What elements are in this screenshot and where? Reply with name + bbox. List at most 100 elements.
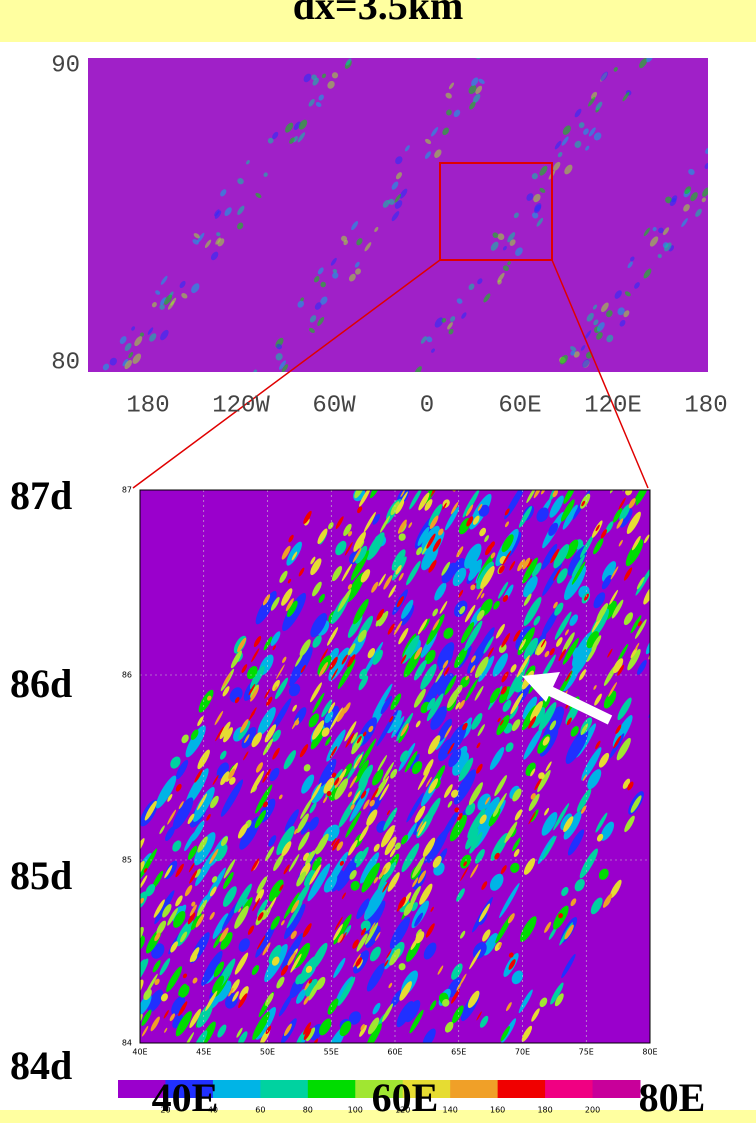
streak	[718, 147, 728, 159]
streak	[350, 550, 370, 581]
streak	[321, 727, 330, 737]
streak	[331, 72, 339, 79]
streak	[290, 930, 297, 940]
streak	[553, 601, 558, 609]
streak	[132, 353, 142, 364]
streak	[423, 759, 434, 776]
streak	[296, 988, 307, 1004]
streak	[444, 725, 452, 739]
streak	[448, 328, 454, 335]
streak	[140, 926, 144, 946]
streak	[646, 58, 654, 63]
zoom-map	[139, 489, 651, 1044]
streak	[373, 843, 380, 852]
streak	[327, 998, 339, 1015]
streak	[364, 881, 388, 921]
streak	[152, 960, 161, 973]
streak	[462, 490, 480, 518]
streak	[540, 639, 546, 648]
streak	[163, 1010, 169, 1019]
streak	[181, 734, 189, 744]
streak	[458, 589, 464, 598]
streak	[189, 947, 200, 963]
streak	[359, 668, 368, 680]
streak	[262, 768, 271, 783]
streak	[601, 561, 617, 582]
streak	[622, 778, 631, 789]
streak	[278, 360, 287, 370]
streak	[617, 697, 632, 721]
streak	[298, 567, 305, 577]
streak	[280, 964, 289, 976]
streak	[444, 1021, 454, 1033]
streak	[500, 686, 507, 695]
streak	[272, 679, 280, 692]
streak	[432, 855, 442, 868]
streak	[468, 85, 477, 95]
streak	[511, 970, 524, 985]
streak	[447, 800, 453, 808]
streak	[613, 735, 622, 749]
streak	[404, 750, 418, 773]
streak	[617, 307, 625, 316]
streak	[360, 569, 371, 583]
x-label-large: 80E	[639, 1075, 706, 1120]
streak	[319, 662, 328, 677]
streak	[590, 91, 598, 100]
streak	[571, 554, 585, 577]
streak	[155, 775, 177, 809]
streak	[598, 752, 610, 768]
streak	[447, 322, 453, 330]
streak	[737, 95, 748, 108]
streak	[459, 606, 466, 615]
streak	[220, 931, 233, 950]
streak	[215, 726, 224, 742]
streak	[423, 942, 437, 960]
streak	[279, 884, 284, 892]
streak	[515, 247, 523, 256]
streak	[534, 778, 542, 791]
colorbar-label: 40	[208, 1106, 218, 1115]
streak	[147, 327, 154, 335]
streak	[476, 763, 483, 774]
streak	[309, 864, 322, 885]
streak	[442, 502, 447, 510]
streak	[359, 1024, 367, 1037]
streak	[744, 92, 750, 99]
streak	[310, 682, 322, 703]
streak	[471, 77, 479, 87]
streak	[362, 641, 384, 678]
streak	[497, 233, 505, 241]
streak	[581, 500, 586, 507]
streak	[531, 212, 539, 219]
x-label: 180	[684, 392, 727, 419]
streak	[289, 647, 313, 684]
streak	[333, 777, 340, 786]
zoom-frame	[139, 489, 651, 1044]
streak	[482, 929, 491, 942]
streak	[574, 140, 582, 148]
streak	[321, 73, 327, 79]
streak	[428, 560, 437, 573]
streak	[122, 358, 129, 367]
streak	[574, 108, 582, 118]
streak	[630, 795, 642, 813]
streak	[255, 889, 265, 903]
streak	[214, 210, 222, 219]
streak	[230, 650, 242, 669]
streak	[337, 933, 344, 943]
streak	[548, 706, 565, 727]
streak	[360, 1024, 365, 1031]
streak	[606, 334, 614, 343]
streak	[242, 898, 249, 908]
streak	[576, 788, 592, 813]
streak	[376, 608, 385, 621]
streak	[538, 772, 545, 780]
streak	[223, 872, 234, 890]
streak	[228, 987, 234, 997]
streak	[192, 786, 215, 822]
streak	[358, 764, 373, 788]
streak	[554, 611, 572, 640]
streak	[613, 67, 618, 72]
streak	[456, 888, 465, 902]
